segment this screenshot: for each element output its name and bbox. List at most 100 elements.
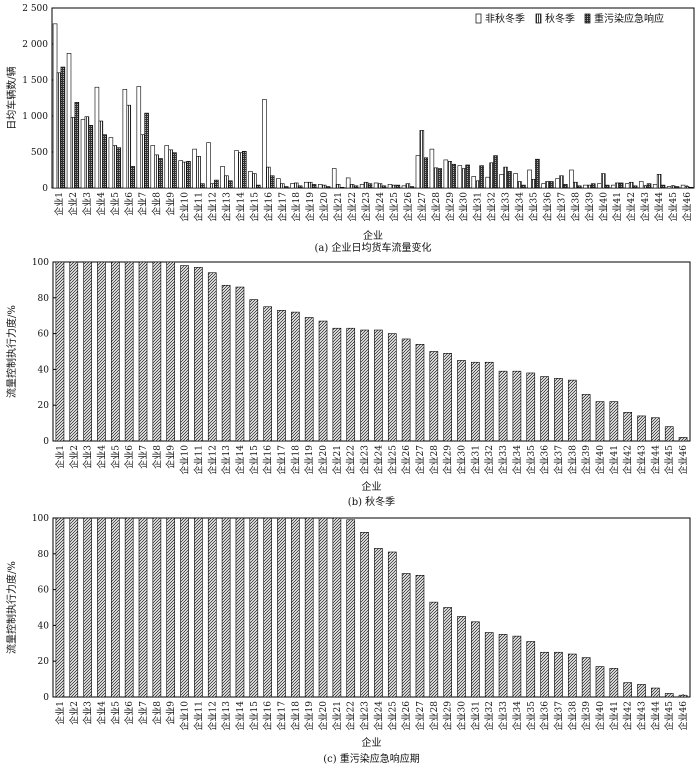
bar-企业8 [152,261,162,442]
bar-企业42 [623,682,633,698]
x-tick-label: 企业9 [165,192,177,216]
x-tick-label: 企业43 [636,701,648,731]
bar-hatched-企业36 [545,181,550,189]
x-tick-label: 企业5 [109,701,121,725]
bar-white-企业18 [290,183,295,189]
bar-企业33 [498,634,508,698]
bar-dark-企业11 [200,183,205,189]
x-tick-label: 企业5 [109,445,121,469]
x-tick-label: 企业32 [483,701,495,730]
x-tick-label: 企业10 [179,445,191,475]
x-tick-label: 企业2 [68,445,80,469]
bar-企业34 [512,370,522,442]
bar-white-企业43 [638,181,644,189]
bar-dark-企业1 [60,66,66,189]
bar-企业14 [235,517,245,698]
x-tick-label: 企业18 [289,445,301,475]
caption: (a) 企业日均货车流量变化 [315,241,432,254]
bar-企业5 [110,261,120,442]
bar-企业38 [567,653,577,698]
bar-企业18 [291,517,300,698]
bar-hatched-企业10 [182,161,187,189]
bar-企业18 [291,311,300,442]
x-tick-label: 企业41 [608,445,620,474]
x-tick-label: 企业29 [442,445,454,475]
bar-hatched-企业39 [587,184,592,189]
bar-hatched-企业32 [489,162,494,189]
bar-white-企业1 [52,23,58,189]
x-tick-label: 企业38 [566,701,578,731]
bar-dark-企业21 [339,186,345,189]
bar-企业25 [387,333,397,442]
bar-企业4 [97,517,106,698]
bar-white-企业46 [680,184,686,189]
legend-entry: 非秋冬季 [475,12,525,25]
x-tick-label: 企业38 [566,445,578,475]
x-tick-label: 企业13 [220,701,232,731]
legend-swatch [475,13,482,24]
x-tick-label: 企业10 [179,192,191,222]
bar-dark-企业17 [283,186,289,189]
bar-dark-企业27 [423,157,429,189]
x-tick-label: 企业11 [192,445,204,474]
bar-hatched-企业18 [293,182,299,189]
y-tick-label: 0 [42,184,48,194]
x-tick-label: 企业20 [317,445,329,475]
x-tick-label: 企业29 [444,192,456,222]
x-tick-label: 企业40 [597,192,609,222]
bar-hatched-企业2 [70,117,76,189]
bar-white-企业4 [94,86,100,189]
bar-hatched-企业20 [321,184,327,189]
bar-hatched-企业43 [642,185,648,189]
x-tick-label: 企业21 [331,701,343,730]
bar-dark-企业25 [395,184,401,189]
x-tick-label: 企业15 [248,701,260,731]
bar-企业8 [152,517,162,698]
bar-dark-企业32 [493,155,498,189]
bar-企业5 [110,517,120,698]
bar-hatched-企业35 [531,179,536,189]
x-tick-label: 企业1 [54,445,66,469]
bar-企业32 [484,632,494,698]
x-tick-label: 企业22 [345,701,357,730]
bar-企业42 [623,412,633,442]
bar-企业40 [595,401,605,442]
x-tick-label: 企业28 [428,701,440,731]
y-tick-label: 500 [31,148,48,158]
bar-企业19 [304,317,314,442]
bar-dark-企业2 [74,102,80,189]
bar-hatched-企业9 [168,149,173,189]
bar-hatched-企业27 [419,130,425,189]
x-tick-label: 企业36 [539,445,551,475]
x-axis-label: 企业 [362,480,382,493]
bar-white-企业26 [401,185,407,189]
x-tick-label: 企业40 [594,445,606,475]
bar-企业27 [415,344,425,442]
bar-企业11 [194,267,203,442]
x-tick-label: 企业2 [68,701,80,725]
x-tick-label: 企业34 [511,701,523,731]
bar-white-企业11 [192,148,197,189]
bar-企业16 [263,517,272,698]
x-tick-label: 企业41 [611,192,623,221]
x-tick-label: 企业2 [67,192,79,216]
x-tick-label: 企业10 [179,701,191,731]
x-tick-label: 企业24 [372,445,384,475]
x-tick-label: 企业1 [54,701,66,725]
bar-dark-企业7 [144,112,149,189]
x-tick-label: 企业28 [428,445,440,475]
bar-hatched-企业33 [503,166,508,189]
x-tick-label: 企业6 [123,701,135,725]
x-tick-label: 企业21 [331,445,343,474]
bar-企业36 [540,651,549,698]
plot-frame [52,261,691,442]
bar-hatched-企业5 [112,145,118,189]
bar-dark-企业36 [549,181,554,189]
bar-dark-企业15 [256,184,261,189]
x-tick-label: 企业31 [472,192,484,221]
bar-企业13 [221,517,231,698]
x-tick-label: 企业14 [234,445,246,475]
bar-dark-企业46 [688,186,694,189]
bar-企业6 [124,261,134,442]
